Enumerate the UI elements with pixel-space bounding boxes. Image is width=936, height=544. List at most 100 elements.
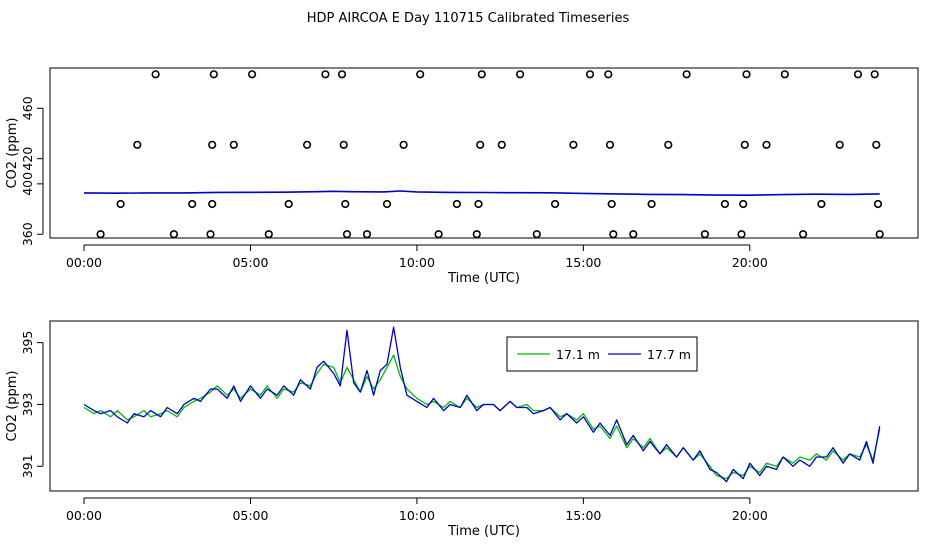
data-point bbox=[476, 140, 485, 149]
data-point bbox=[497, 140, 506, 149]
data-point bbox=[284, 199, 293, 209]
data-point bbox=[870, 70, 879, 79]
legend-label-17-7: 17.7 m bbox=[647, 347, 691, 362]
data-point bbox=[472, 230, 481, 239]
data-point bbox=[742, 70, 751, 79]
legend-label-17-1: 17.1 m bbox=[556, 347, 600, 362]
data-point bbox=[206, 230, 215, 239]
y-tick-label: 395 bbox=[20, 331, 35, 355]
y-axis-label: CO2 (ppm) bbox=[5, 370, 20, 441]
data-point bbox=[605, 140, 615, 149]
series-line-17-7m bbox=[83, 326, 881, 483]
data-point bbox=[188, 199, 197, 209]
plot-marks bbox=[83, 326, 881, 483]
y-tick-label: 391 bbox=[20, 454, 35, 478]
x-tick-label: 00:00 bbox=[66, 508, 102, 523]
data-point bbox=[151, 70, 160, 79]
data-point bbox=[762, 140, 771, 149]
data-point bbox=[209, 70, 218, 79]
data-point bbox=[321, 70, 330, 79]
x-tick-label: 05:00 bbox=[232, 255, 268, 270]
data-point bbox=[737, 230, 746, 239]
y-tick-label: 400 bbox=[20, 172, 35, 196]
data-point bbox=[341, 199, 350, 209]
x-axis-label: Time (UTC) bbox=[447, 524, 520, 539]
y-axis-label: CO2 (ppm) bbox=[5, 117, 20, 188]
panel-bottom-line: 00:00 05:00 10:00 15:00 20:00 391 393 395 17.1… bbox=[5, 320, 919, 539]
data-point bbox=[604, 70, 613, 79]
y-tick-label: 460 bbox=[20, 96, 35, 120]
data-point bbox=[515, 70, 525, 79]
x-axis: 00:00 05:00 10:00 15:00 20:00 bbox=[66, 244, 768, 270]
data-point bbox=[647, 199, 656, 209]
series-line-17-1m bbox=[83, 354, 881, 480]
data-point bbox=[337, 70, 347, 79]
data-point bbox=[532, 230, 541, 239]
data-point bbox=[477, 70, 486, 79]
data-point bbox=[550, 199, 560, 209]
data-point bbox=[96, 230, 105, 239]
plot-marks bbox=[83, 70, 884, 239]
data-point bbox=[208, 140, 217, 149]
data-point bbox=[208, 199, 217, 209]
data-point bbox=[873, 199, 883, 209]
data-point bbox=[872, 140, 881, 149]
data-point bbox=[853, 70, 863, 79]
x-axis-label: Time (UTC) bbox=[447, 271, 520, 286]
x-tick-label: 10:00 bbox=[399, 255, 435, 270]
data-point bbox=[382, 199, 392, 209]
data-point bbox=[739, 199, 748, 209]
y-tick-label: 393 bbox=[20, 393, 35, 417]
y-tick-label: 420 bbox=[20, 147, 35, 171]
data-point bbox=[229, 140, 238, 149]
data-point bbox=[740, 140, 749, 149]
data-point bbox=[609, 230, 618, 239]
data-point bbox=[720, 199, 730, 209]
page-title: HDP AIRCOA E Day 110715 Calibrated Times… bbox=[307, 11, 630, 26]
plot-frame bbox=[49, 320, 919, 492]
data-point bbox=[416, 70, 425, 79]
x-tick-label: 10:00 bbox=[399, 508, 435, 523]
x-tick-label: 00:00 bbox=[66, 255, 102, 270]
data-point bbox=[780, 70, 789, 79]
x-tick-label: 15:00 bbox=[565, 508, 601, 523]
data-point bbox=[339, 140, 348, 149]
data-point bbox=[607, 199, 616, 209]
data-point bbox=[303, 140, 312, 149]
data-point bbox=[264, 230, 273, 239]
data-point bbox=[452, 199, 462, 209]
data-point bbox=[248, 70, 257, 79]
data-point bbox=[569, 140, 578, 149]
data-point bbox=[700, 230, 710, 239]
data-point bbox=[664, 140, 673, 149]
data-point bbox=[798, 230, 808, 239]
data-point bbox=[434, 230, 443, 239]
y-axis: 391 393 395 bbox=[20, 331, 44, 478]
data-point bbox=[342, 230, 352, 239]
series-line bbox=[83, 190, 880, 196]
x-axis: 00:00 05:00 10:00 15:00 20:00 bbox=[66, 497, 768, 523]
data-point bbox=[875, 230, 884, 239]
data-point bbox=[817, 199, 826, 209]
x-tick-label: 20:00 bbox=[732, 255, 768, 270]
data-point bbox=[585, 70, 595, 79]
data-point bbox=[362, 230, 372, 239]
data-point bbox=[399, 140, 408, 149]
data-point bbox=[835, 140, 844, 149]
data-point bbox=[474, 199, 483, 209]
data-point bbox=[116, 199, 125, 209]
x-tick-label: 05:00 bbox=[232, 508, 268, 523]
y-tick-label: 360 bbox=[20, 222, 35, 246]
data-point bbox=[169, 230, 178, 239]
legend: 17.1 m 17.7 m bbox=[506, 336, 698, 372]
x-tick-label: 15:00 bbox=[565, 255, 601, 270]
data-point bbox=[133, 140, 142, 149]
plot-frame bbox=[49, 67, 919, 239]
data-point bbox=[629, 230, 638, 239]
data-point bbox=[682, 70, 691, 79]
x-tick-label: 20:00 bbox=[732, 508, 768, 523]
